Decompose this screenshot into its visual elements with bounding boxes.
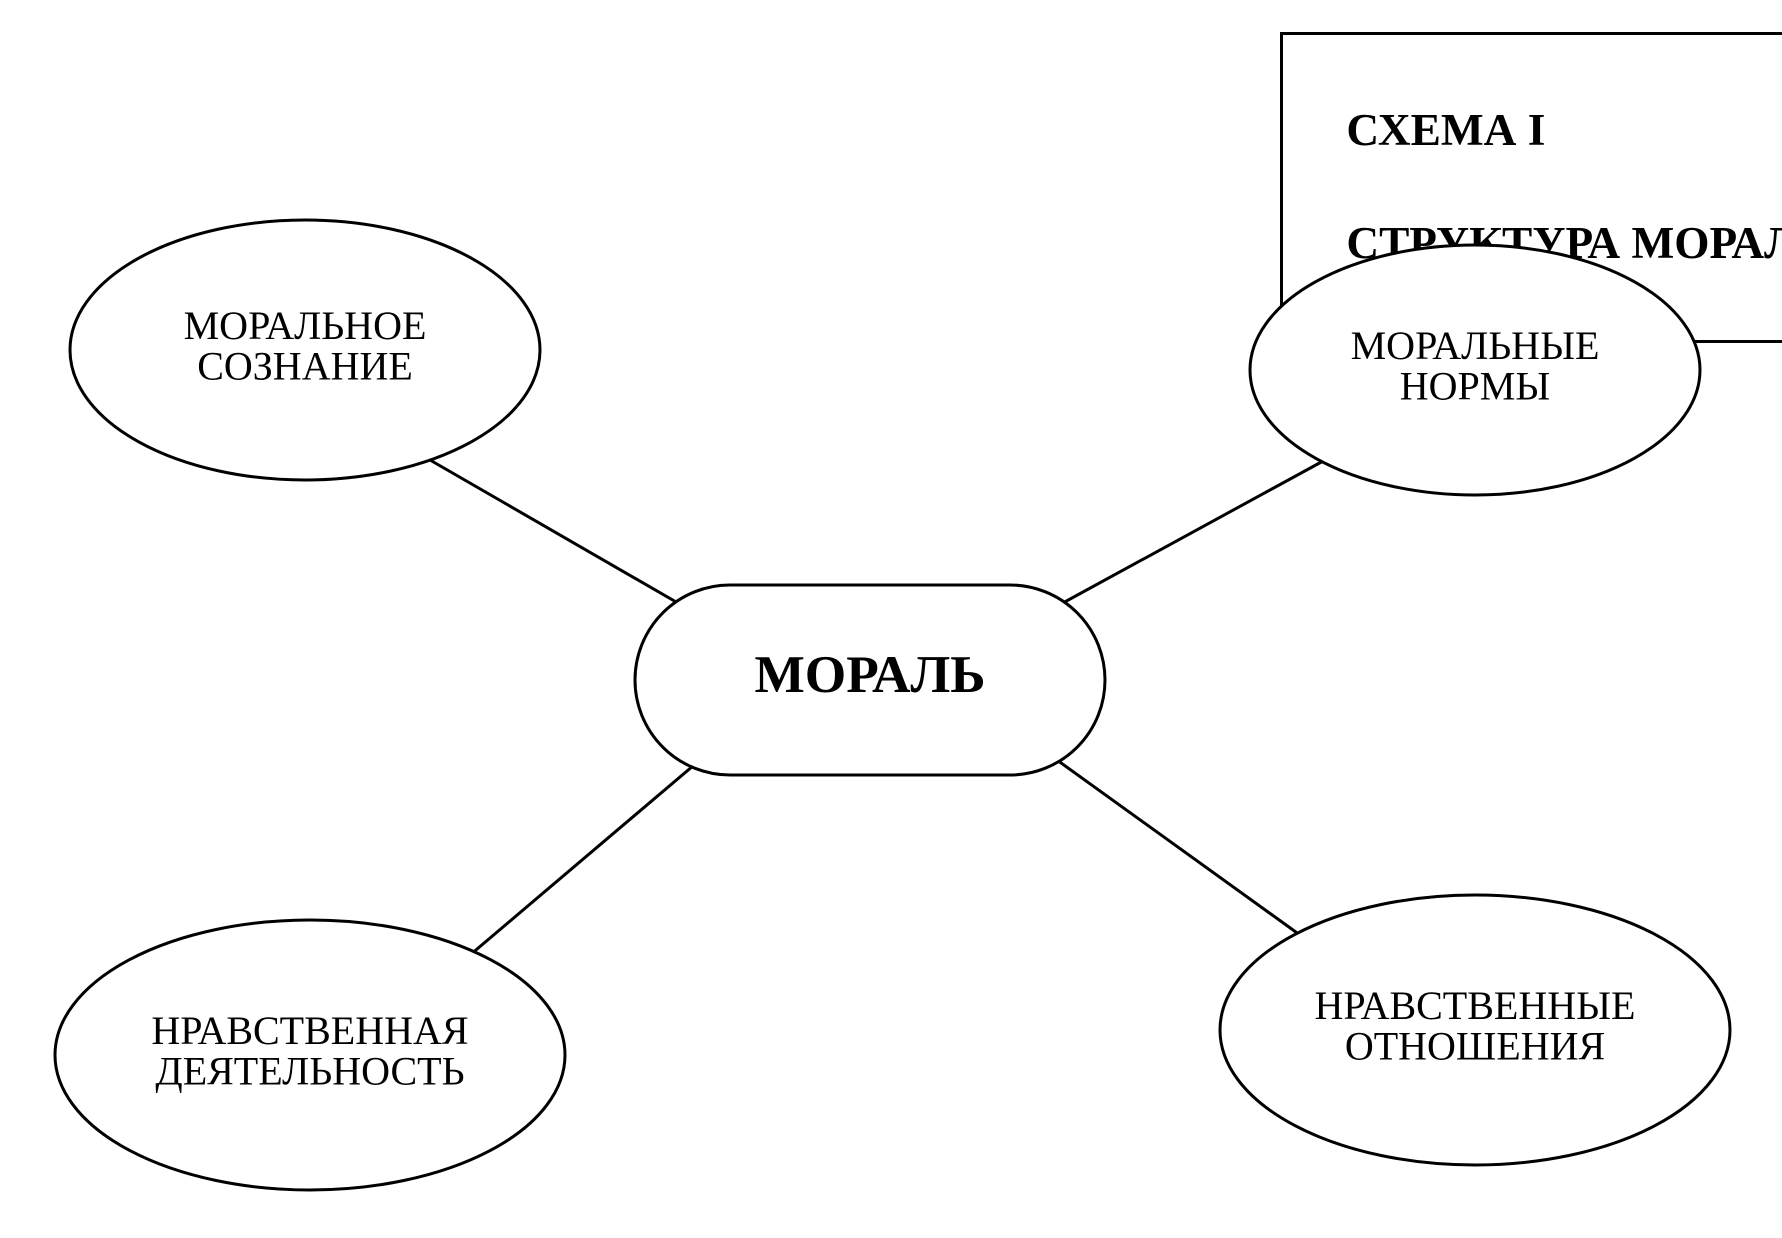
node-center-label: МОРАЛЬ: [754, 644, 985, 704]
edge-center-top_left: [430, 460, 690, 610]
node-bottom_right-label: НРАВСТВЕННЫЕОТНОШЕНИЯ: [1315, 983, 1636, 1069]
edge-center-bottom_right: [1050, 755, 1300, 935]
node-top_left-label: МОРАЛЬНОЕСОЗНАНИЕ: [184, 303, 427, 389]
diagram-svg: МОРАЛЬМОРАЛЬНОЕСОЗНАНИЕМОРАЛЬНЫЕНОРМЫНРА…: [0, 0, 1782, 1238]
edge-center-top_right: [1050, 460, 1325, 610]
diagram-canvas: СХЕМА I СТРУКТУРА МОРАЛИ МОРАЛЬМОРАЛЬНОЕ…: [0, 0, 1782, 1238]
node-bottom_left-label: НРАВСТВЕННАЯДЕЯТЕЛЬНОСТЬ: [151, 1008, 468, 1094]
edge-center-bottom_left: [470, 760, 700, 955]
